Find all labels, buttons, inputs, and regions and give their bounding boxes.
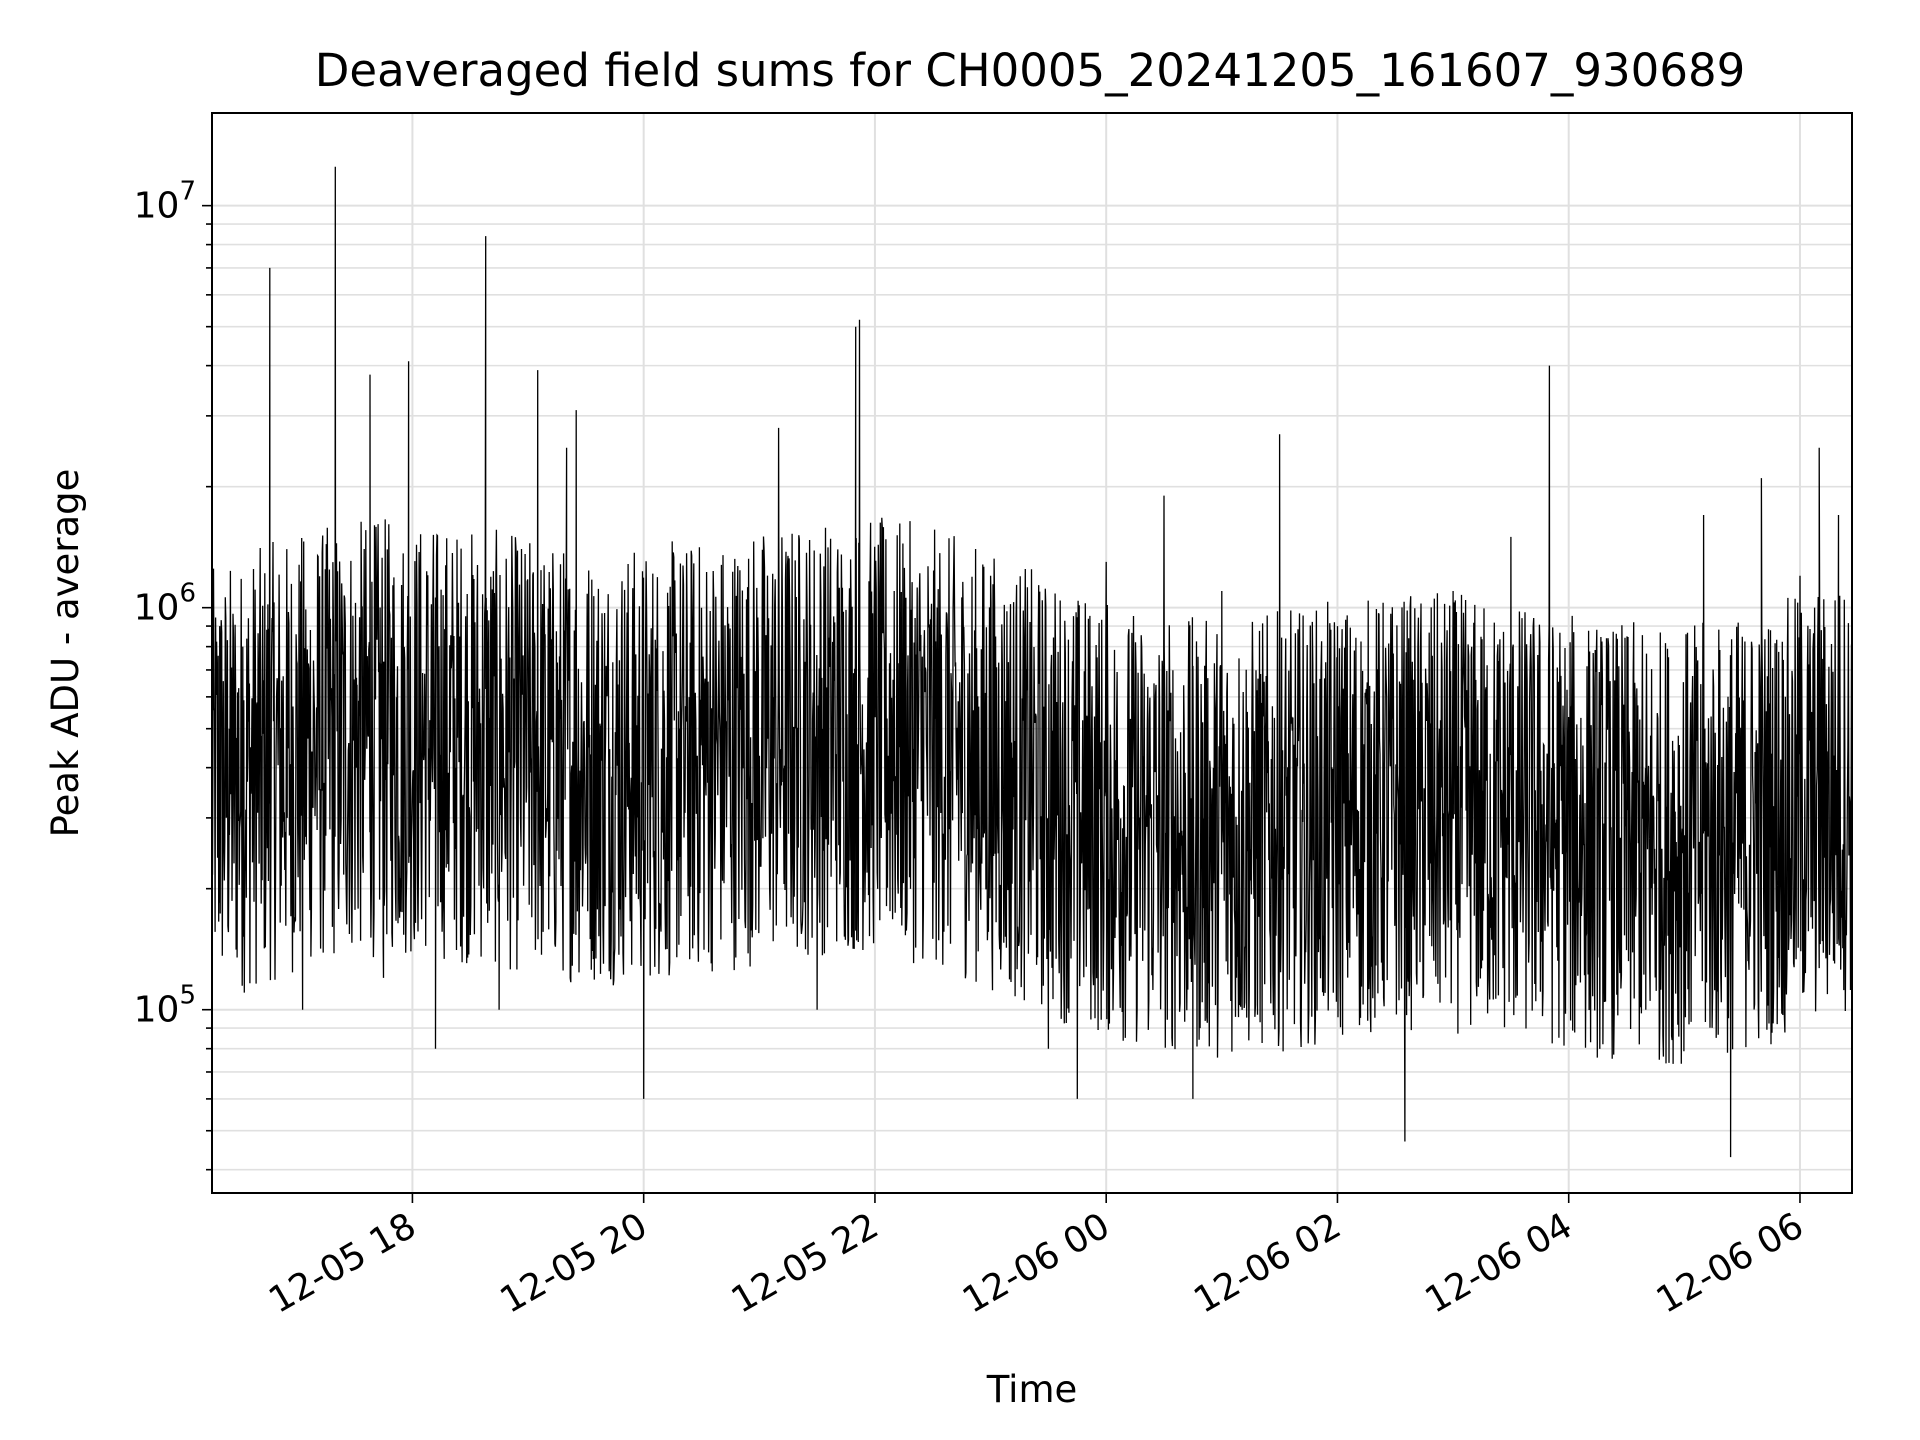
- x-axis-label: Time: [986, 1368, 1078, 1411]
- chart-title: Deaveraged field sums for CH0005_2024120…: [315, 44, 1745, 97]
- y-tick-label: 105: [134, 981, 196, 1031]
- series-line: [211, 166, 1853, 1158]
- y-axis: 105 106 107: [134, 177, 212, 1171]
- y-tick-label: 107: [134, 177, 196, 227]
- y-tick-label: 106: [134, 579, 196, 629]
- y-axis-label: Peak ADU - average: [44, 469, 87, 838]
- plot-frame: [211, 112, 1853, 1194]
- data-series: [211, 166, 1853, 1158]
